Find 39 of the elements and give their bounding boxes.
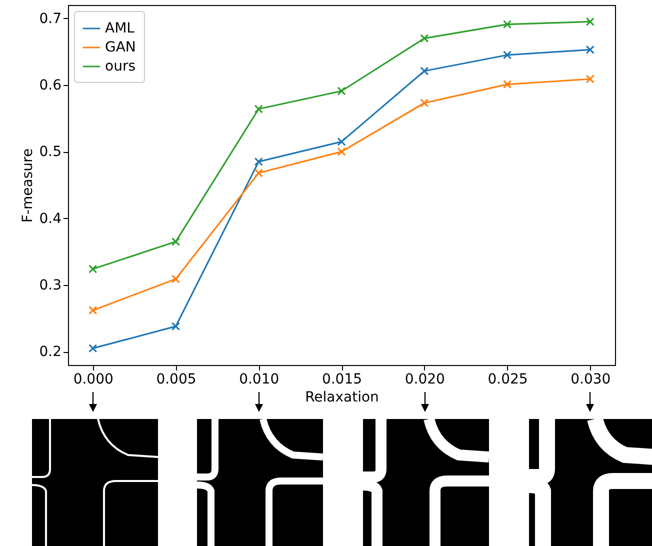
legend-label: GAN — [105, 40, 136, 56]
point — [171, 274, 180, 284]
x-tick-label: 0.015 — [322, 372, 362, 388]
point — [502, 80, 512, 89]
x-axis-title: Relaxation — [305, 390, 379, 406]
point — [88, 264, 98, 274]
x-tick-label: 0.030 — [570, 372, 611, 388]
point — [337, 86, 346, 96]
point — [88, 306, 98, 315]
point — [171, 322, 180, 331]
x-tick-label: 0.020 — [404, 372, 445, 388]
point — [420, 34, 429, 43]
x-tick-label: 0.010 — [239, 372, 280, 388]
y-tick-label: 0.7 — [39, 10, 62, 27]
y-tick-label: 0.2 — [39, 344, 62, 360]
point — [254, 168, 263, 178]
point — [420, 66, 429, 76]
point — [586, 45, 594, 54]
point — [586, 74, 594, 84]
point — [337, 137, 346, 146]
x-tick-label: 0.005 — [156, 372, 196, 388]
x-tick-label: 0.000 — [73, 372, 114, 388]
point — [254, 104, 263, 114]
point — [88, 344, 98, 353]
point — [420, 98, 429, 108]
point — [171, 237, 180, 246]
x-tick-label: 0.025 — [488, 372, 528, 388]
point — [502, 20, 512, 29]
y-tick-label: 0.3 — [39, 278, 62, 294]
point — [337, 147, 346, 156]
legend-label: ours — [105, 58, 136, 74]
point — [586, 17, 594, 26]
y-tick-label: 0.5 — [39, 144, 62, 160]
y-axis-title: F-measure — [20, 148, 36, 223]
y-tick-label: 0.4 — [39, 210, 62, 227]
legend-label: AML — [105, 20, 135, 36]
point — [502, 50, 512, 60]
point — [254, 157, 263, 166]
y-tick-label: 0.6 — [39, 78, 62, 94]
